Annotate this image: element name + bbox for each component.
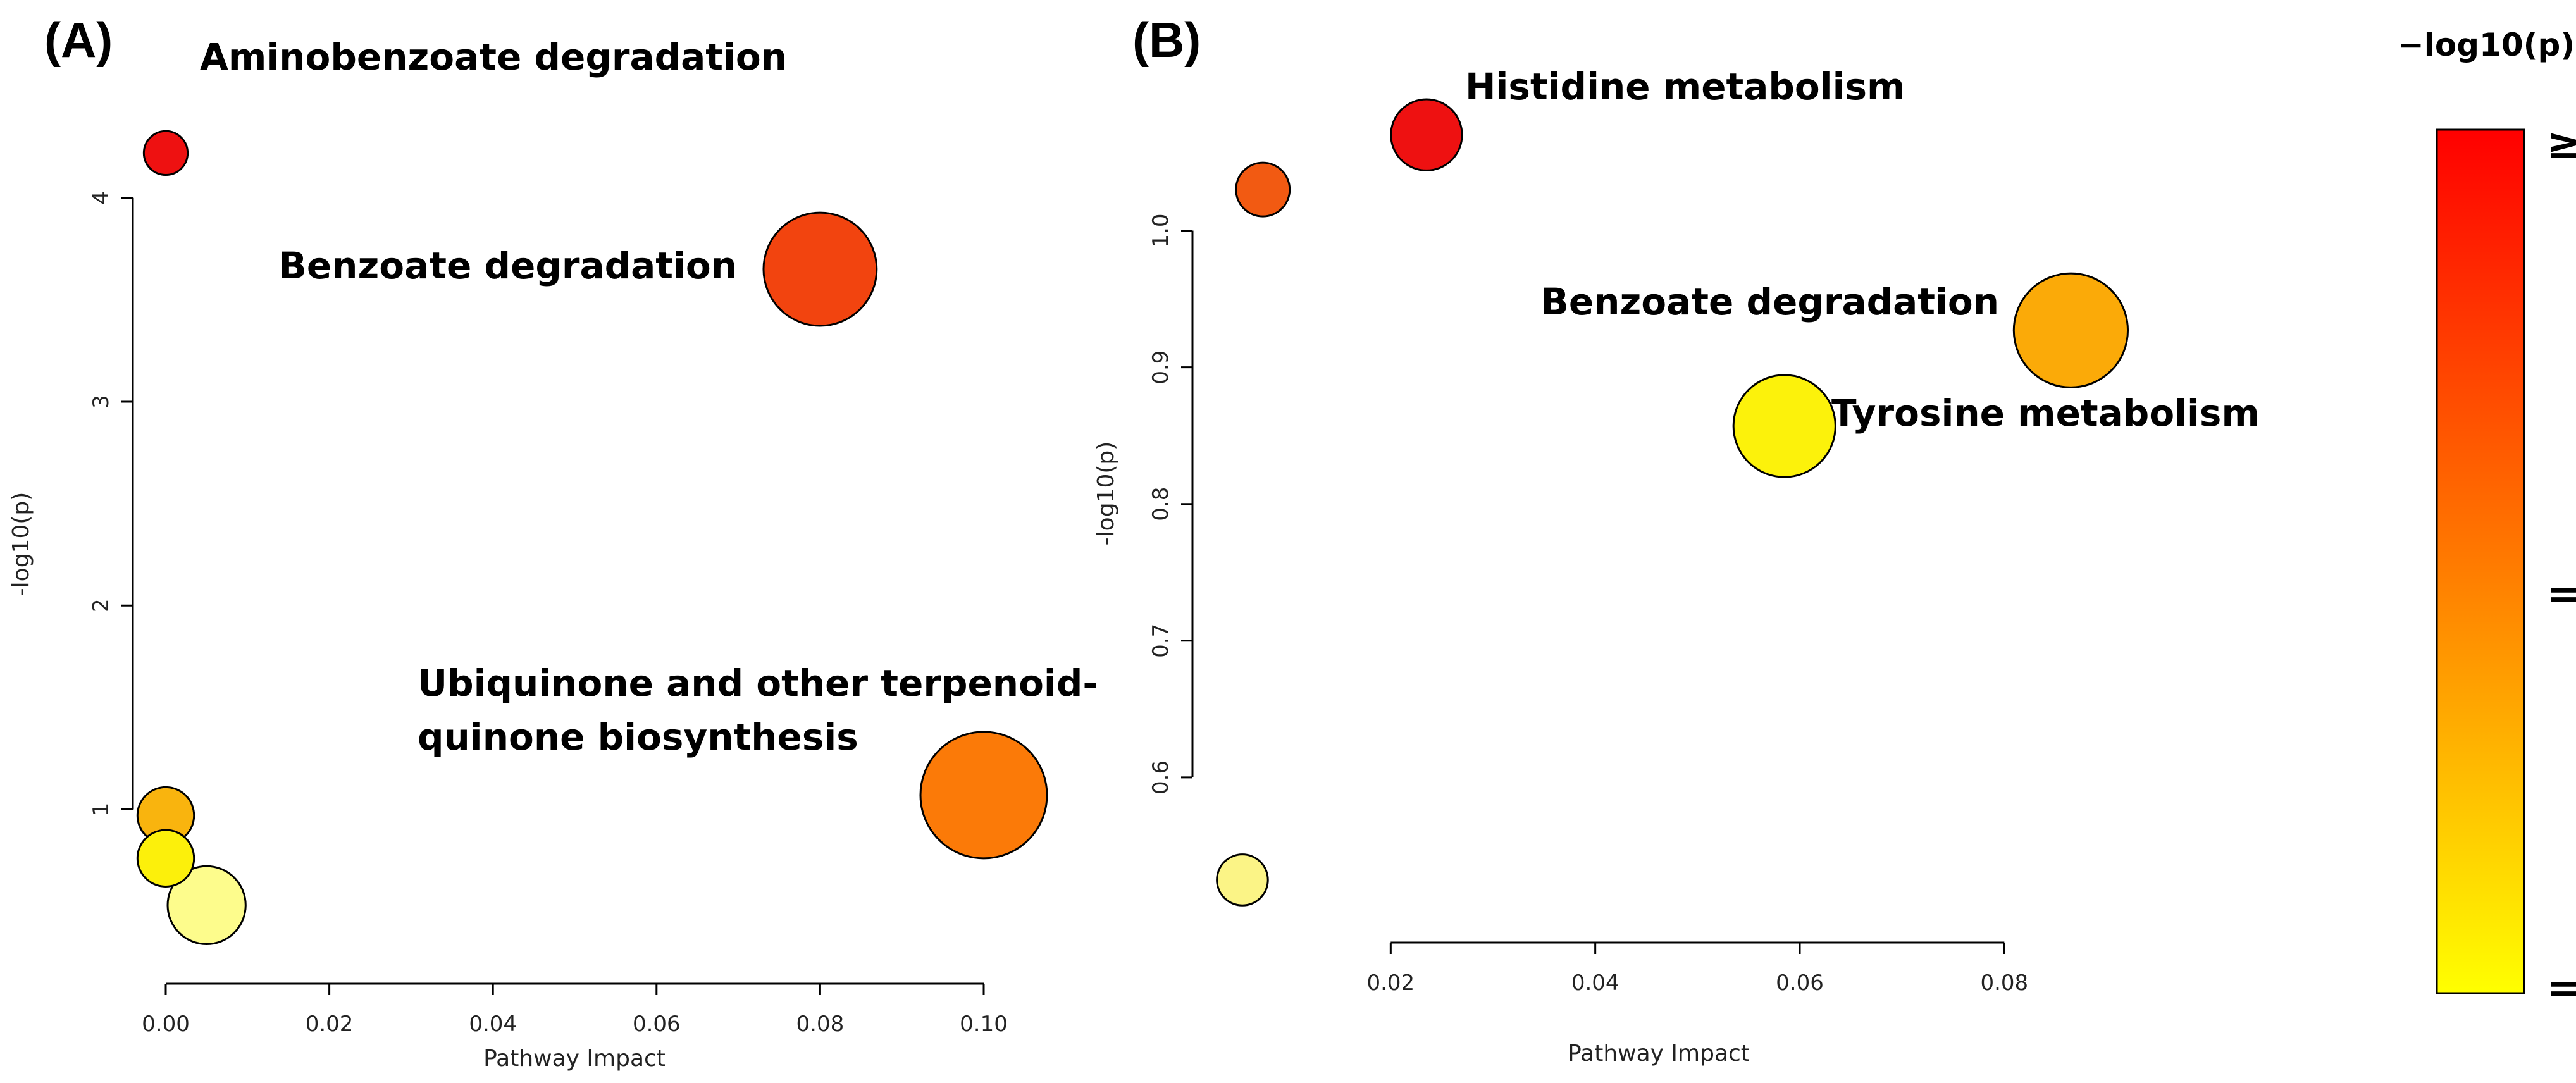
colorbar-gradient <box>2436 128 2525 994</box>
panel-b: (B) 0.02 0.04 0.06 0.08 0.6 0.7 0.8 0.9 1.0 Pathw… <box>1093 12 2260 1067</box>
panel-b-points <box>1216 98 2129 907</box>
panel-a-label: (A) <box>44 12 113 68</box>
panel-b-axes: 0.02 0.04 0.06 0.08 0.6 0.7 0.8 0.9 1.0 Pathway I… <box>1093 213 2028 1067</box>
bubble-a-unlabeled <box>166 865 247 946</box>
colorbar-label-mid: =1 <box>2546 569 2576 619</box>
bubble-a-aminobenzoate-degradation <box>142 130 189 176</box>
x-axis-title-a: Pathway Impact <box>483 1046 666 1072</box>
annotation-aminobenzoate: Aminobenzoate degradation <box>200 35 787 78</box>
y-tick-label-b: 0.7 <box>1148 624 1173 658</box>
panel-a-axes: 0.00 0.02 0.04 0.06 0.08 0.10 1 2 3 4 Pathway Impa… <box>8 191 1008 1072</box>
y-tick-label-a: 2 <box>89 598 114 612</box>
x-tick-label-a: 0.10 <box>960 1012 1008 1037</box>
bubble-b-unlabeled <box>1235 161 1291 218</box>
bubble-a-ubiquinone-and-other-terpenoid-quinone-biosynthesis <box>919 731 1048 860</box>
x-tick-label-b: 0.04 <box>1571 970 1619 996</box>
bubble-b-histidine-metabolism <box>1390 98 1463 171</box>
annotation-ubiquinone-line2: quinone biosynthesis <box>418 715 858 758</box>
y-tick-label-b: 0.6 <box>1148 760 1173 795</box>
bubble-a-benzoate-degradation <box>762 211 878 327</box>
colorbar-label-max: ≥2 <box>2546 119 2576 169</box>
x-tick-label-a: 0.02 <box>306 1012 354 1037</box>
colorbar: −log10(p) ≥2 =1 =0 <box>2398 27 2576 1013</box>
x-tick-label-a: 0.06 <box>633 1012 681 1037</box>
x-tick-label-b: 0.06 <box>1776 970 1824 996</box>
x-axis-title-b: Pathway Impact <box>1568 1041 1750 1067</box>
y-tick-label-a: 3 <box>89 395 114 409</box>
bubble-b-benzoate-degradation <box>2012 272 2129 388</box>
panel-a-points <box>136 130 1048 946</box>
y-tick-label-b: 0.9 <box>1148 350 1173 385</box>
x-tick-label-b: 0.08 <box>1980 970 2028 996</box>
x-tick-label-a: 0.08 <box>796 1012 845 1037</box>
colorbar-title: −log10(p) <box>2398 27 2575 63</box>
panel-b-label: (B) <box>1132 12 1201 68</box>
x-tick-label-b: 0.02 <box>1366 970 1415 996</box>
annotation-benzoate-a: Benzoate degradation <box>279 244 737 287</box>
y-tick-label-a: 1 <box>89 803 114 817</box>
x-tick-label-a: 0.00 <box>142 1012 190 1037</box>
panel-a: (A) 0.00 0.02 0.04 0.06 0.08 0.10 1 2 3 4 Pathway … <box>8 12 1098 1072</box>
annotation-benzoate-b: Benzoate degradation <box>1541 280 1999 323</box>
annotation-histidine: Histidine metabolism <box>1465 65 1905 108</box>
annotation-tyrosine: Tyrosine metabolism <box>1831 392 2260 435</box>
bubble-a-unlabeled <box>136 829 195 888</box>
y-axis-title-b: -log10(p) <box>1093 442 1119 546</box>
annotation-ubiquinone-line1: Ubiquinone and other terpenoid- <box>418 662 1098 705</box>
y-axis-title-a: -log10(p) <box>8 492 34 597</box>
colorbar-label-min: =0 <box>2546 963 2576 1013</box>
y-tick-label-a: 4 <box>89 191 114 205</box>
bubble-b-tyrosine-metabolism <box>1732 374 1836 478</box>
x-tick-label-a: 0.04 <box>469 1012 517 1037</box>
y-tick-label-b: 0.8 <box>1148 487 1173 521</box>
y-tick-label-b: 1.0 <box>1148 213 1173 247</box>
bubble-b-unlabeled <box>1216 853 1269 907</box>
